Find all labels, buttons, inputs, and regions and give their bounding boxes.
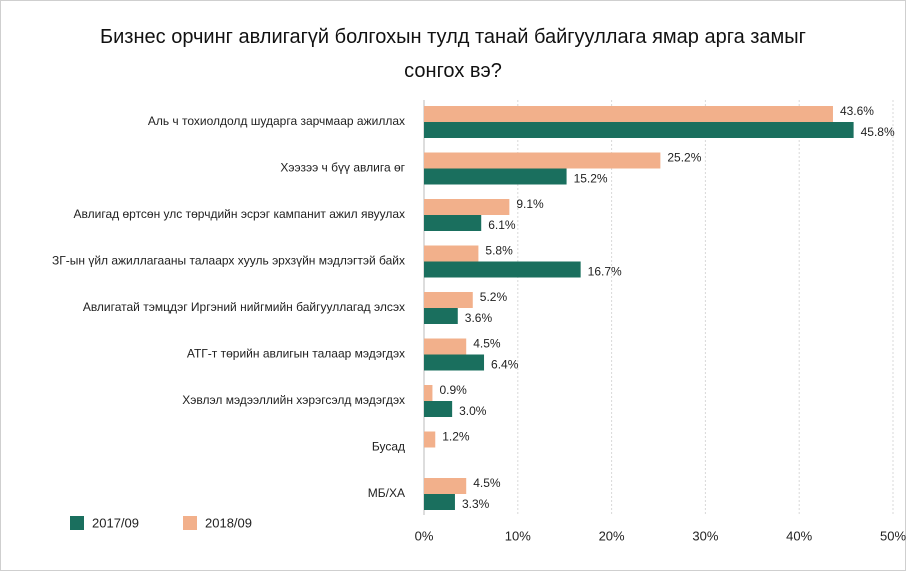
value-label: 45.8% [861,125,895,139]
y-tick-label: ЗГ-ын үйл ажиллагааны талаарх хууль эрхз… [52,254,405,268]
bar [424,199,510,215]
value-label: 15.2% [574,172,608,186]
legend-swatch [183,516,197,530]
chart-title: Бизнес орчинг авлигагүй болгохын тулд та… [100,26,806,82]
bar [424,168,567,185]
bar [424,354,485,371]
x-tick-label: 40% [786,528,812,543]
value-label: 43.6% [840,104,874,118]
value-label: 16.7% [588,265,622,279]
y-tick-label: Хэвлэл мэдээллийн хэрэгсэлд мэдэгдэх [182,393,405,407]
value-label: 0.9% [439,383,467,397]
legend-swatch [70,516,84,530]
bar [424,245,479,262]
bar [424,215,482,231]
bar [424,122,854,138]
y-tick-label: Аль ч тохиолдолд шударга зарчмаар ажилла… [148,114,405,128]
y-tick-label: МБ/ХА [368,486,405,500]
value-label: 3.3% [462,497,490,511]
y-tick-label: АТГ-т төрийн авлигын талаар мэдэгдэх [187,347,405,361]
bar [424,478,467,494]
value-label: 5.8% [485,244,513,258]
bar [424,401,453,417]
bar [424,152,661,169]
value-label: 4.5% [473,337,501,351]
y-tick-label: Авлигад өртсөн улс төрчдийн эсрэг кампан… [74,207,405,221]
bar [424,106,833,122]
x-tick-label: 0% [415,528,434,543]
bar [424,385,433,401]
bar [424,308,458,324]
value-label: 3.6% [465,311,493,325]
x-tick-label: 30% [692,528,718,543]
x-tick-label: 20% [599,528,625,543]
value-label: 1.2% [442,430,470,444]
bar [424,338,467,355]
bar [424,261,581,278]
legend-label: 2018/09 [205,515,252,530]
value-label: 5.2% [480,290,508,304]
x-tick-label: 50% [880,528,906,543]
bar [424,494,455,510]
value-label: 3.0% [459,404,487,418]
legend-label: 2017/09 [92,515,139,530]
value-label: 6.1% [488,218,516,232]
bar [424,292,473,308]
value-label: 4.5% [473,476,501,490]
value-label: 25.2% [667,151,701,165]
y-tick-label: Хээзээ ч бүү авлига өг [280,161,405,175]
bar [424,431,436,448]
value-label: 6.4% [491,358,519,372]
x-tick-label: 10% [505,528,531,543]
value-label: 9.1% [516,197,544,211]
y-tick-label: Бусад [372,440,405,454]
y-tick-label: Авлигатай тэмцдэг Иргэний нийгмийн байгу… [83,300,405,314]
